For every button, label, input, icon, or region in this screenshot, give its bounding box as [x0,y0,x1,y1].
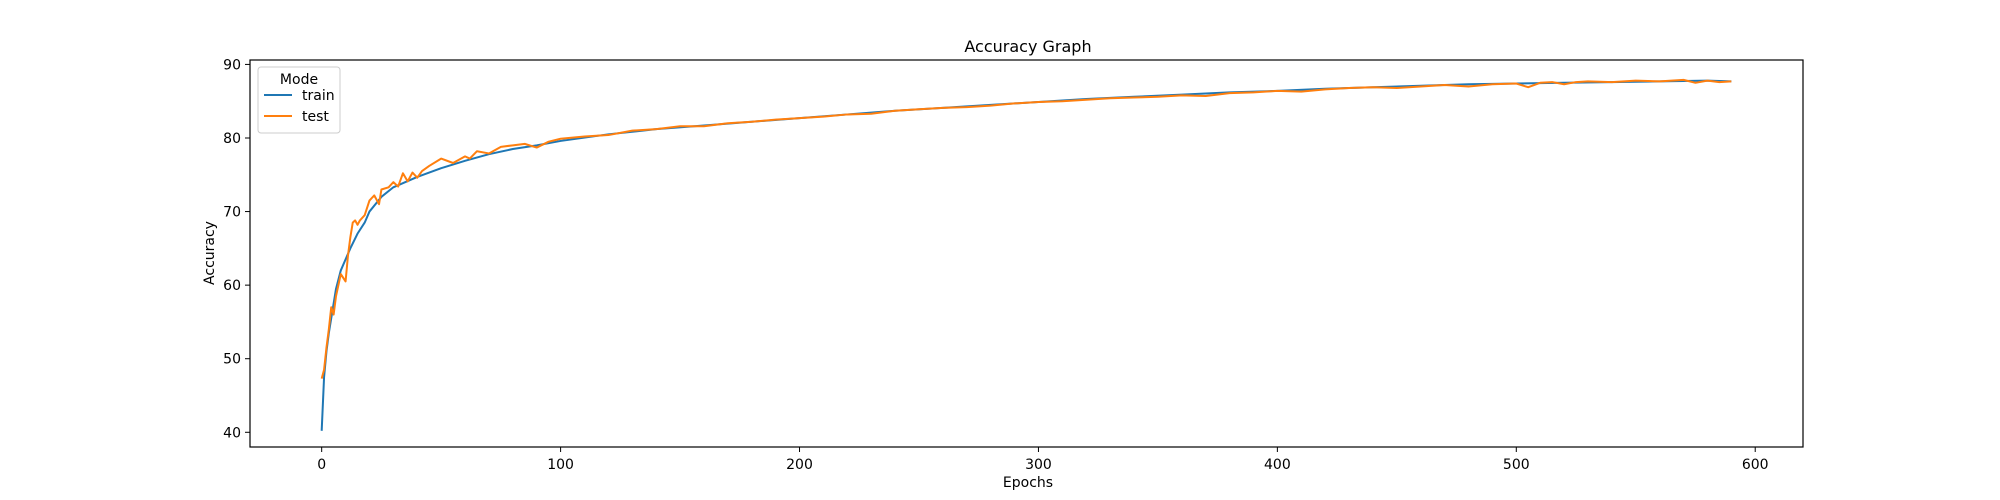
chart-title: Accuracy Graph [964,37,1091,56]
x-tick-label: 0 [317,457,326,473]
plot-area: 0 100 200 300 400 500 600 40 50 60 70 80 90 [223,57,1804,473]
y-axis-ticks: 40 50 60 70 80 90 [223,57,250,441]
x-tick-label: 600 [1742,457,1769,473]
x-tick-label: 300 [1025,457,1052,473]
y-tick-label: 60 [223,278,241,294]
x-tick-label: 200 [786,457,813,473]
y-tick-label: 50 [223,352,241,368]
y-tick-label: 70 [223,205,241,221]
series-line-test [320,78,1732,379]
legend-title: Mode [280,72,318,88]
y-tick-label: 80 [223,131,241,147]
plot-frame [249,59,1804,448]
legend: Mode train test [257,66,341,134]
y-axis-label: Accuracy [202,221,218,285]
y-tick-label: 40 [223,425,241,441]
x-tick-label: 400 [1264,457,1291,473]
legend-entries: train test [264,88,335,125]
legend-label-test: test [302,109,329,125]
x-axis-label: Epochs [1003,475,1053,491]
x-axis-ticks: 0 100 200 300 400 500 600 [317,447,1769,473]
x-tick-label: 500 [1503,457,1530,473]
y-tick-label: 90 [223,57,241,73]
legend-label-train: train [302,88,335,104]
series-layer [320,78,1732,431]
x-tick-label: 100 [547,457,574,473]
